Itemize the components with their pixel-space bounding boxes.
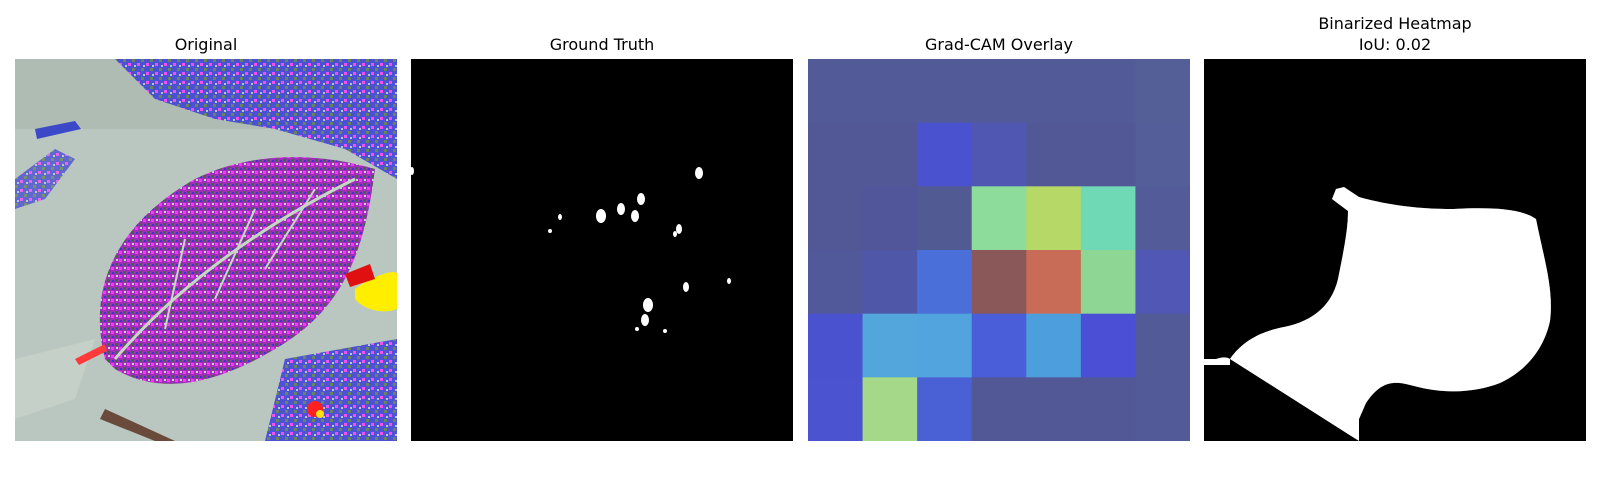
gradcam-cell xyxy=(1080,186,1136,251)
gradcam-cell xyxy=(1026,122,1082,187)
gradcam-cell xyxy=(862,122,918,187)
gradcam-cell xyxy=(1080,377,1136,441)
gradcam-cell xyxy=(862,313,918,378)
gradcam-cell xyxy=(971,377,1027,441)
gradcam-cell xyxy=(917,377,973,441)
gradcam-cell xyxy=(917,186,973,251)
iou-label: IoU: 0.02 xyxy=(1358,35,1432,54)
gradcam-cell xyxy=(917,122,973,187)
ground-truth-mask xyxy=(411,59,793,441)
gradcam-cell xyxy=(1026,313,1082,378)
gradcam-cell xyxy=(1135,377,1190,441)
gradcam-cell xyxy=(1080,313,1136,378)
gradcam-cell xyxy=(1135,59,1190,124)
binarized-heatmap xyxy=(1204,59,1586,441)
original-image xyxy=(15,59,397,441)
gradcam-cell xyxy=(971,313,1027,378)
gradcam-overlay xyxy=(808,59,1190,441)
gradcam-cell xyxy=(808,377,864,441)
gradcam-cell xyxy=(862,59,918,124)
gradcam-cell xyxy=(917,59,973,124)
gradcam-cell xyxy=(971,122,1027,187)
gradcam-cell xyxy=(1135,313,1190,378)
gradcam-cell xyxy=(1135,122,1190,187)
original-title: Original xyxy=(174,35,238,54)
gradcam-cell xyxy=(971,186,1027,251)
gradcam-cell xyxy=(862,250,918,315)
gradcam-cell xyxy=(808,59,864,124)
gradcam-cell xyxy=(808,313,864,378)
gradcam-cell xyxy=(971,250,1027,315)
gradcam-cell xyxy=(1080,122,1136,187)
gradcam-cell xyxy=(1026,59,1082,124)
gradcam-cell xyxy=(917,313,973,378)
gradcam-cell xyxy=(1026,250,1082,315)
gradcam-cell xyxy=(971,59,1027,124)
gradcam-cell xyxy=(917,250,973,315)
gradcam-cell xyxy=(808,122,864,187)
gradcam-cell xyxy=(1135,250,1190,315)
gradcam-cell xyxy=(1135,186,1190,251)
gradcam-title: Grad-CAM Overlay xyxy=(925,35,1073,54)
gradcam-cell xyxy=(862,377,918,441)
gradcam-cell xyxy=(808,186,864,251)
ground-truth-title: Ground Truth xyxy=(549,35,655,54)
gradcam-cell xyxy=(1080,250,1136,315)
gradcam-cell xyxy=(1026,377,1082,441)
gradcam-cell xyxy=(808,250,864,315)
gradcam-cell xyxy=(862,186,918,251)
binarized-title: Binarized Heatmap xyxy=(1318,14,1472,33)
gradcam-cell xyxy=(1026,186,1082,251)
gradcam-cell xyxy=(1080,59,1136,124)
